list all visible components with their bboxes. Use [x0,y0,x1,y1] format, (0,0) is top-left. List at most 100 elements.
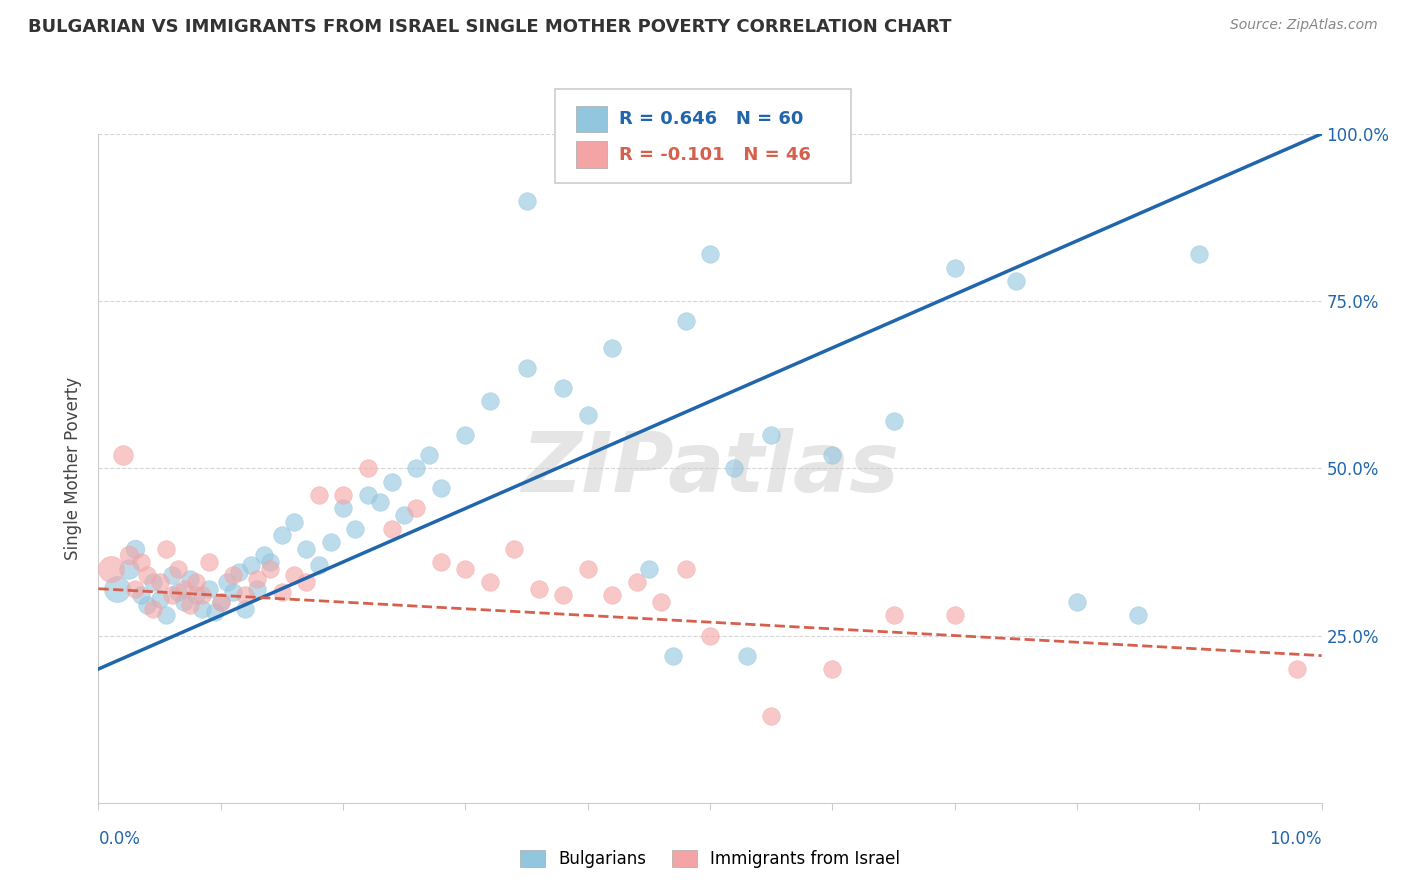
Point [186,589,208,603]
Point [332,488,354,502]
Point [405,501,427,516]
Point [233,589,256,603]
Point [576,408,599,422]
Point [124,541,146,556]
Point [418,448,440,462]
Point [228,565,250,579]
Point [167,562,190,576]
Point [142,602,165,616]
Point [197,555,219,569]
Point [699,247,721,261]
Point [405,461,427,475]
Point [821,662,844,676]
Point [454,562,477,576]
Point [553,381,575,395]
Point [129,555,152,569]
Point [576,562,599,576]
Point [344,521,367,535]
Point [516,194,538,208]
Point [699,628,721,642]
Point [167,585,190,599]
Point [160,568,183,582]
Point [1066,595,1088,609]
Point [761,708,783,723]
Point [155,608,177,623]
Point [883,415,905,429]
Point [186,575,208,590]
Point [553,589,575,603]
Point [215,575,238,590]
Point [600,341,623,355]
Point [883,608,905,623]
Point [675,314,697,328]
Point [430,555,453,569]
Point [821,448,844,462]
Point [308,488,330,502]
Point [240,558,263,573]
Point [650,595,672,609]
Point [259,562,281,576]
Point [478,575,501,590]
Point [295,541,318,556]
Point [332,501,354,516]
Point [283,568,305,582]
Point [368,494,391,508]
Point [283,515,305,529]
Point [478,394,501,409]
Point [516,361,538,376]
Point [173,595,195,609]
Point [295,575,318,590]
Point [381,521,404,535]
Point [246,582,269,596]
Point [675,562,697,576]
Text: R = -0.101   N = 46: R = -0.101 N = 46 [619,145,810,163]
Text: ZIPatlas: ZIPatlas [522,428,898,508]
Point [197,582,219,596]
Point [454,428,477,442]
Point [142,575,165,590]
Point [356,488,378,502]
Point [118,562,141,576]
Point [503,541,526,556]
Text: 10.0%: 10.0% [1270,830,1322,847]
Text: BULGARIAN VS IMMIGRANTS FROM ISRAEL SINGLE MOTHER POVERTY CORRELATION CHART: BULGARIAN VS IMMIGRANTS FROM ISRAEL SING… [28,18,952,36]
Point [246,572,269,586]
Legend: Bulgarians, Immigrants from Israel: Bulgarians, Immigrants from Israel [513,843,907,875]
Point [155,541,177,556]
Point [1188,247,1211,261]
Point [943,260,966,275]
Point [943,608,966,623]
Point [111,448,134,462]
Point [209,595,232,609]
Point [723,461,745,475]
Point [118,548,141,563]
Point [191,602,214,616]
Point [149,591,172,606]
Point [392,508,416,523]
Text: R = 0.646   N = 60: R = 0.646 N = 60 [619,110,803,128]
Point [662,648,685,663]
Point [381,475,404,489]
Point [124,582,146,596]
Point [209,595,232,609]
Point [129,589,152,603]
Point [270,585,294,599]
Point [136,599,159,613]
Point [430,482,453,496]
Point [179,599,201,613]
Point [735,648,758,663]
Point [527,582,550,596]
Point [252,548,274,563]
Point [173,582,195,596]
Point [270,528,294,542]
Point [626,575,648,590]
Point [179,572,201,586]
Point [319,535,342,549]
Point [222,585,245,599]
Y-axis label: Single Mother Poverty: Single Mother Poverty [65,376,83,560]
Point [149,575,172,590]
Point [600,589,623,603]
Point [638,562,661,576]
Point [136,568,159,582]
Point [259,555,281,569]
